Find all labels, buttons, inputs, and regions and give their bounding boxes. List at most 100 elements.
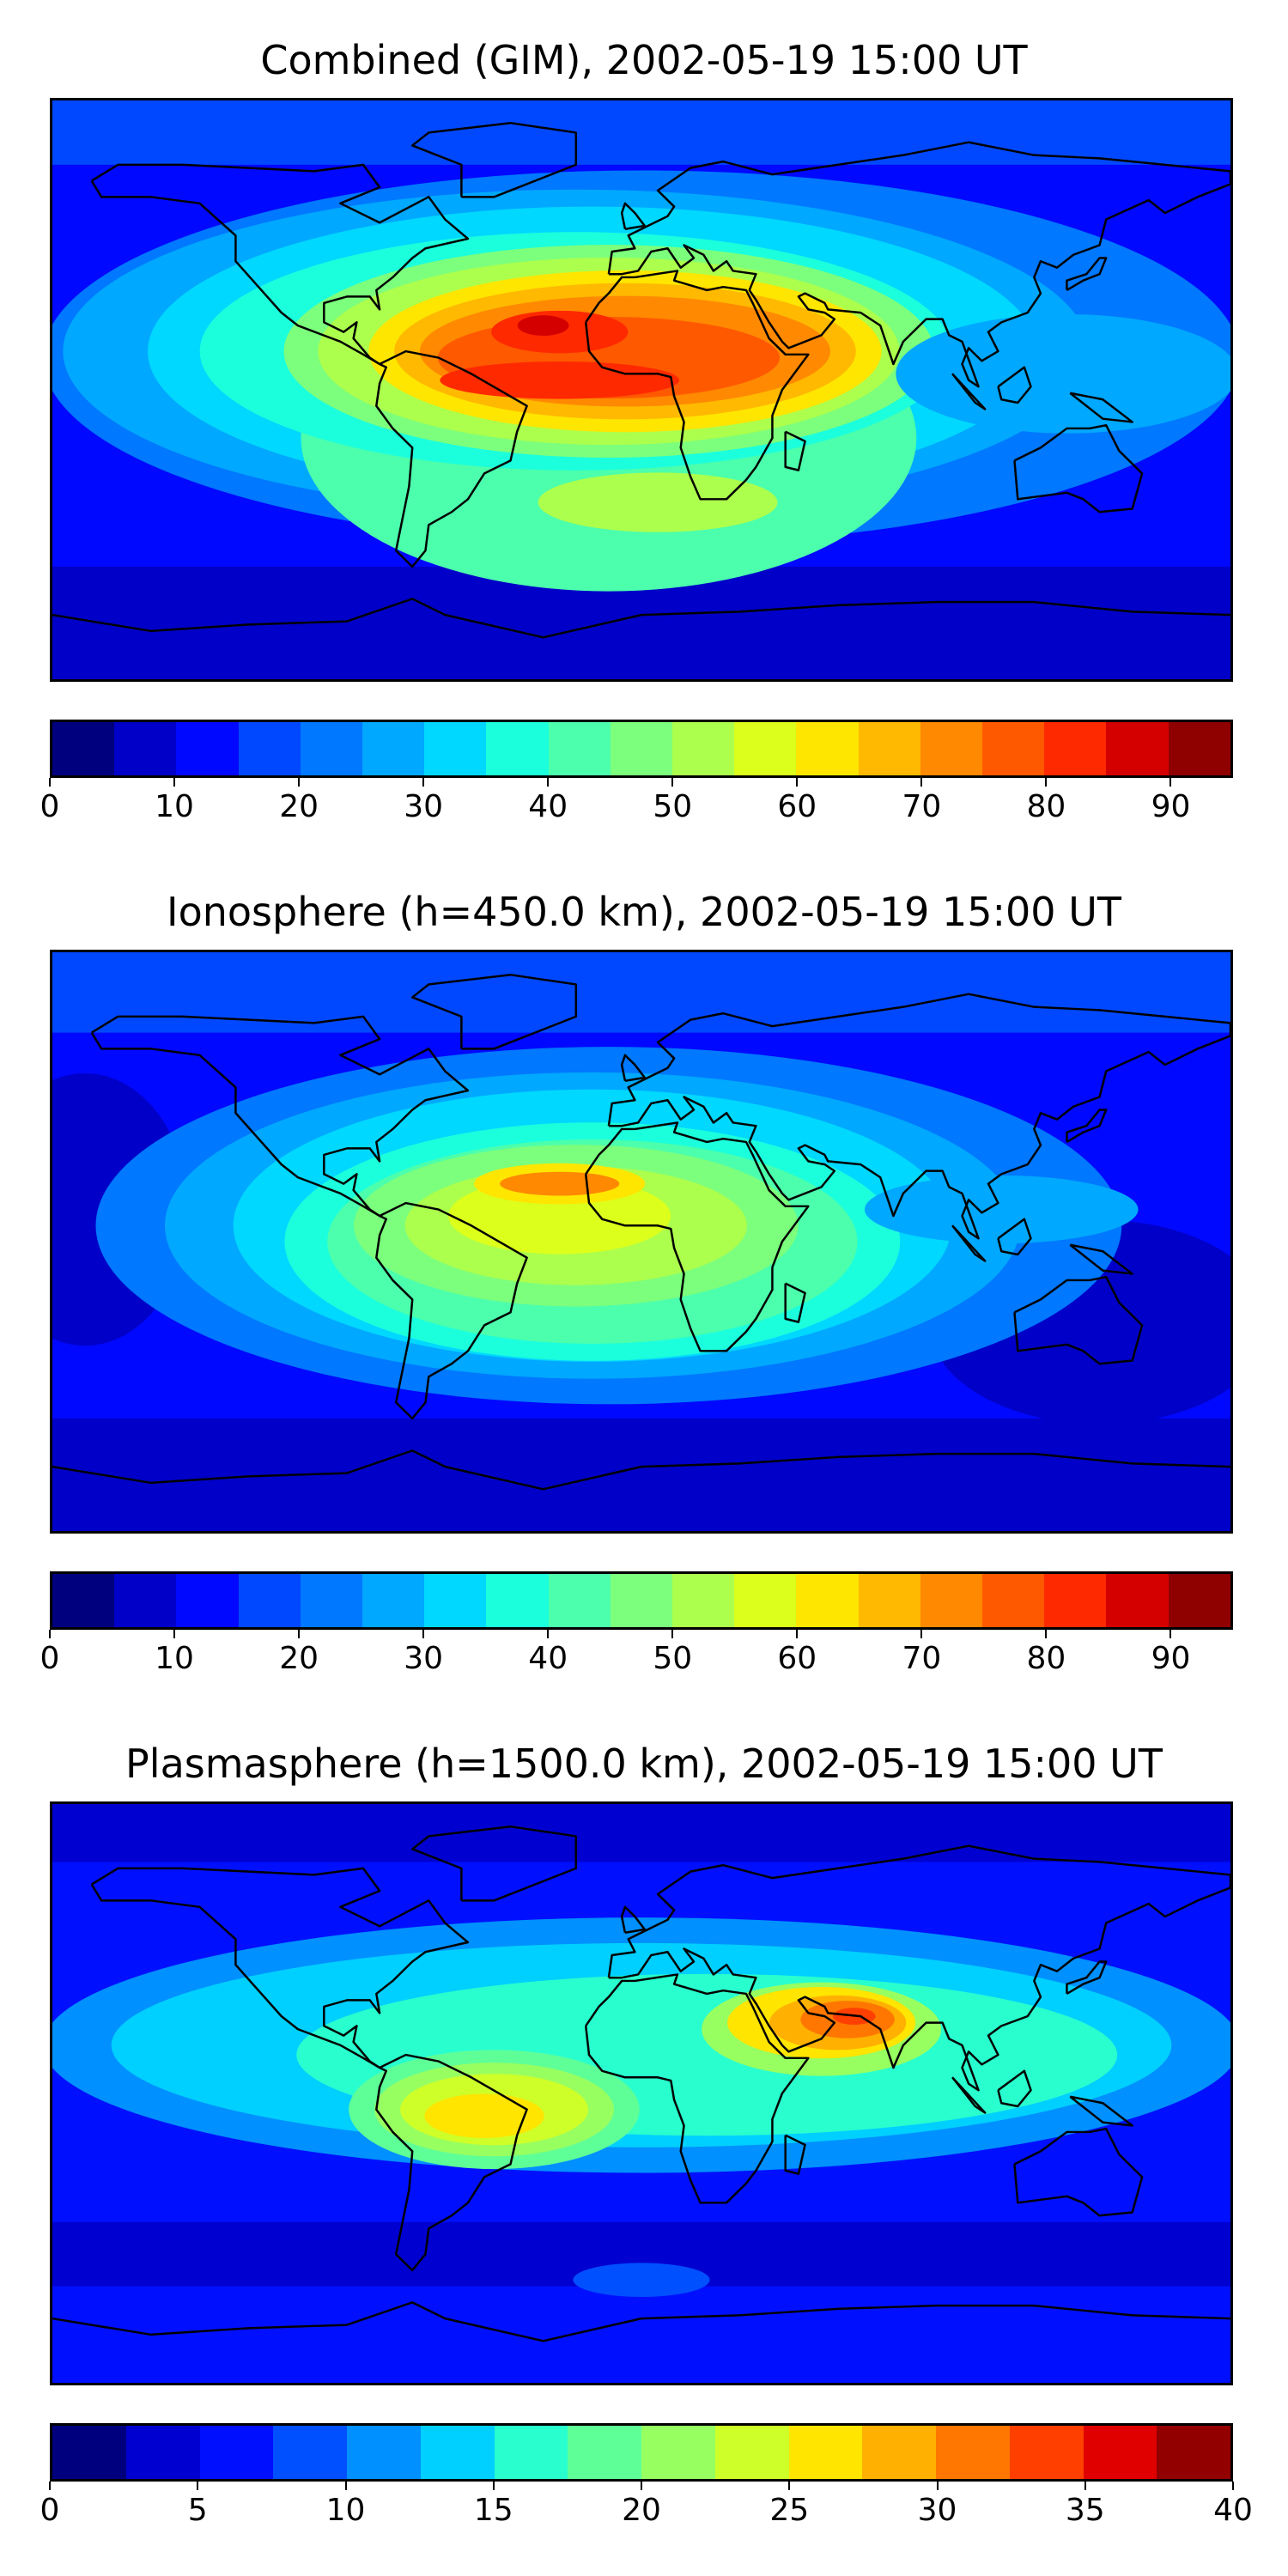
contour-level-blob [500, 1171, 620, 1196]
colorbar-level [548, 1574, 611, 1627]
colorbar-tick [788, 2482, 791, 2490]
colorbar-tick [49, 2482, 51, 2490]
colorbar-tick [920, 778, 923, 787]
colorbar-tick [547, 1630, 550, 1638]
colorbar-ticks-plasmasphere: 0 5 10 15 20 25 30 35 40 [40, 2482, 1253, 2533]
colorbar-tick [422, 1630, 425, 1638]
panel-title-combined: Combined (GIM), 2002-05-19 15:00 UT [260, 37, 1028, 83]
colorbar-level [424, 1574, 487, 1627]
colorbar-level [238, 722, 301, 775]
colorbar-level [1083, 2426, 1157, 2479]
colorbar-tick-label: 25 [769, 2493, 810, 2528]
colorbar-level [125, 2426, 200, 2479]
coastline [997, 2069, 1032, 2108]
colorbar-tick-label: 0 [39, 1641, 60, 1676]
colorbar-tick-label: 70 [902, 789, 942, 824]
colorbar-level [1168, 722, 1230, 775]
contour-level-band [52, 952, 1230, 1033]
colorbar-level [548, 722, 611, 775]
contour-level-band [52, 1418, 1230, 1531]
coastline [410, 121, 578, 198]
colorbar-tick-label: 90 [1151, 1641, 1191, 1676]
contour-level-blob [517, 315, 569, 337]
coastline [1066, 257, 1108, 291]
colorbar-level [494, 2426, 568, 2479]
panel-title-plasmasphere: Plasmasphere (h=1500.0 km), 2002-05-19 1… [125, 1741, 1163, 1787]
coastline [410, 973, 578, 1050]
coastline [1066, 1960, 1108, 1995]
colorbar-tick [492, 2482, 495, 2490]
colorbar-tick-label: 0 [39, 2493, 60, 2528]
colorbar-level [982, 1574, 1045, 1627]
coastline [997, 366, 1032, 404]
colorbar-tick [796, 1630, 799, 1638]
coastline [90, 163, 470, 366]
colorbar-tick-label: 35 [1065, 2493, 1105, 2528]
colorbar-level [486, 722, 549, 775]
colorbar-tick-label: 20 [622, 2493, 661, 2528]
colorbar-ticks-ionosphere: 0 10 20 30 40 50 60 70 80 90 [40, 1630, 1233, 1681]
coastline [607, 993, 1230, 1240]
colorbar-tick [671, 778, 674, 787]
colorbar-tick-label: 40 [528, 789, 568, 824]
colorbar-level [1106, 1574, 1169, 1627]
colorbar-tick [1045, 778, 1048, 787]
contour-level-blob [424, 2093, 544, 2138]
coastline [584, 270, 810, 501]
colorbar-ticks-combined: 0 10 20 30 40 50 60 70 80 90 [40, 778, 1233, 829]
colorbar-tick-label: 15 [473, 2493, 513, 2528]
colorbar-level [1009, 2426, 1084, 2479]
coastline [1013, 2127, 1144, 2217]
colorbar-tick [298, 1630, 301, 1638]
colorbar-level [788, 2426, 863, 2479]
coastline [584, 1973, 810, 2204]
coastline [784, 1282, 806, 1323]
colorbar-tick [1170, 778, 1172, 787]
colorbar-tick [1232, 2482, 1234, 2490]
colorbar-tick [49, 778, 51, 787]
colorbar-tick-label: 50 [653, 789, 693, 824]
coastline [375, 1201, 528, 1420]
colorbar-tick-label: 30 [917, 2493, 957, 2528]
contour-level-blob [440, 361, 680, 399]
colorbar-tick [796, 778, 799, 787]
colorbar-level [610, 1574, 673, 1627]
colorbar-level [273, 2426, 347, 2479]
coastline [607, 1844, 1230, 2092]
colorbar-level [52, 2426, 126, 2479]
colorbar-tick-label: 30 [404, 1641, 444, 1676]
colorbar-tick-label: 60 [777, 1641, 817, 1676]
contour-level-blob [864, 1175, 1139, 1244]
map-plasmasphere [50, 1801, 1233, 2385]
colorbar-level [734, 1574, 797, 1627]
colorbar-tick [197, 2482, 199, 2490]
colorbar-level [796, 1574, 859, 1627]
colorbar-tick [344, 2482, 347, 2490]
colorbar-level [114, 722, 177, 775]
coastline [1069, 392, 1133, 423]
coastline [1069, 2095, 1133, 2127]
colorbar-level [300, 722, 363, 775]
coastline [1066, 1109, 1108, 1143]
colorbar-level [1168, 1574, 1230, 1627]
colorbar-tick-label: 10 [155, 1641, 194, 1676]
colorbar-level [176, 1574, 239, 1627]
colorbar-level [641, 2426, 715, 2479]
colorbar-level [858, 722, 920, 775]
colorbar-level [568, 2426, 641, 2479]
colorbar-tick-label: 40 [528, 1641, 568, 1676]
colorbar-tick-label: 40 [1213, 2493, 1253, 2528]
coastline [620, 1905, 647, 1935]
colorbar-combined [50, 720, 1233, 778]
coastline [620, 202, 647, 231]
contour-map-combined [52, 100, 1230, 679]
coastline [584, 1121, 810, 1352]
coastline [951, 1224, 987, 1262]
map-combined [50, 98, 1233, 682]
coastline [997, 1218, 1032, 1256]
colorbar-tick-label: 10 [155, 789, 194, 824]
colorbar-tick [641, 2482, 642, 2490]
colorbar-tick [1170, 1630, 1172, 1638]
colorbar-ionosphere [50, 1571, 1233, 1630]
contour-map-ionosphere [52, 952, 1230, 1531]
